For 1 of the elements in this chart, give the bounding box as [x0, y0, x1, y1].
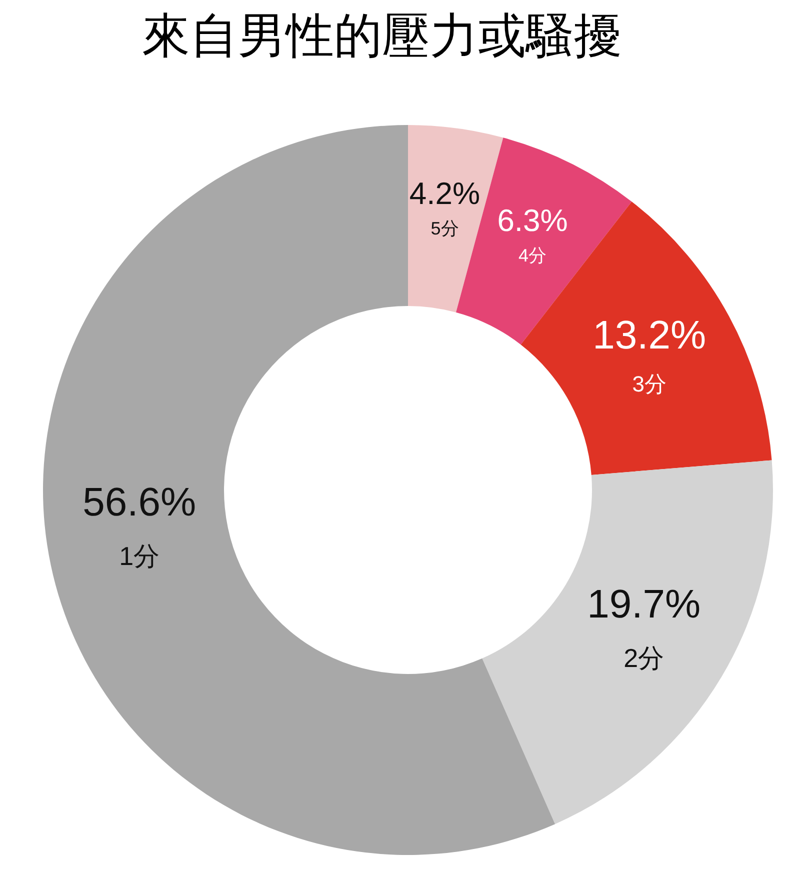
title: 來自男性的壓力或騷擾 [142, 10, 622, 63]
